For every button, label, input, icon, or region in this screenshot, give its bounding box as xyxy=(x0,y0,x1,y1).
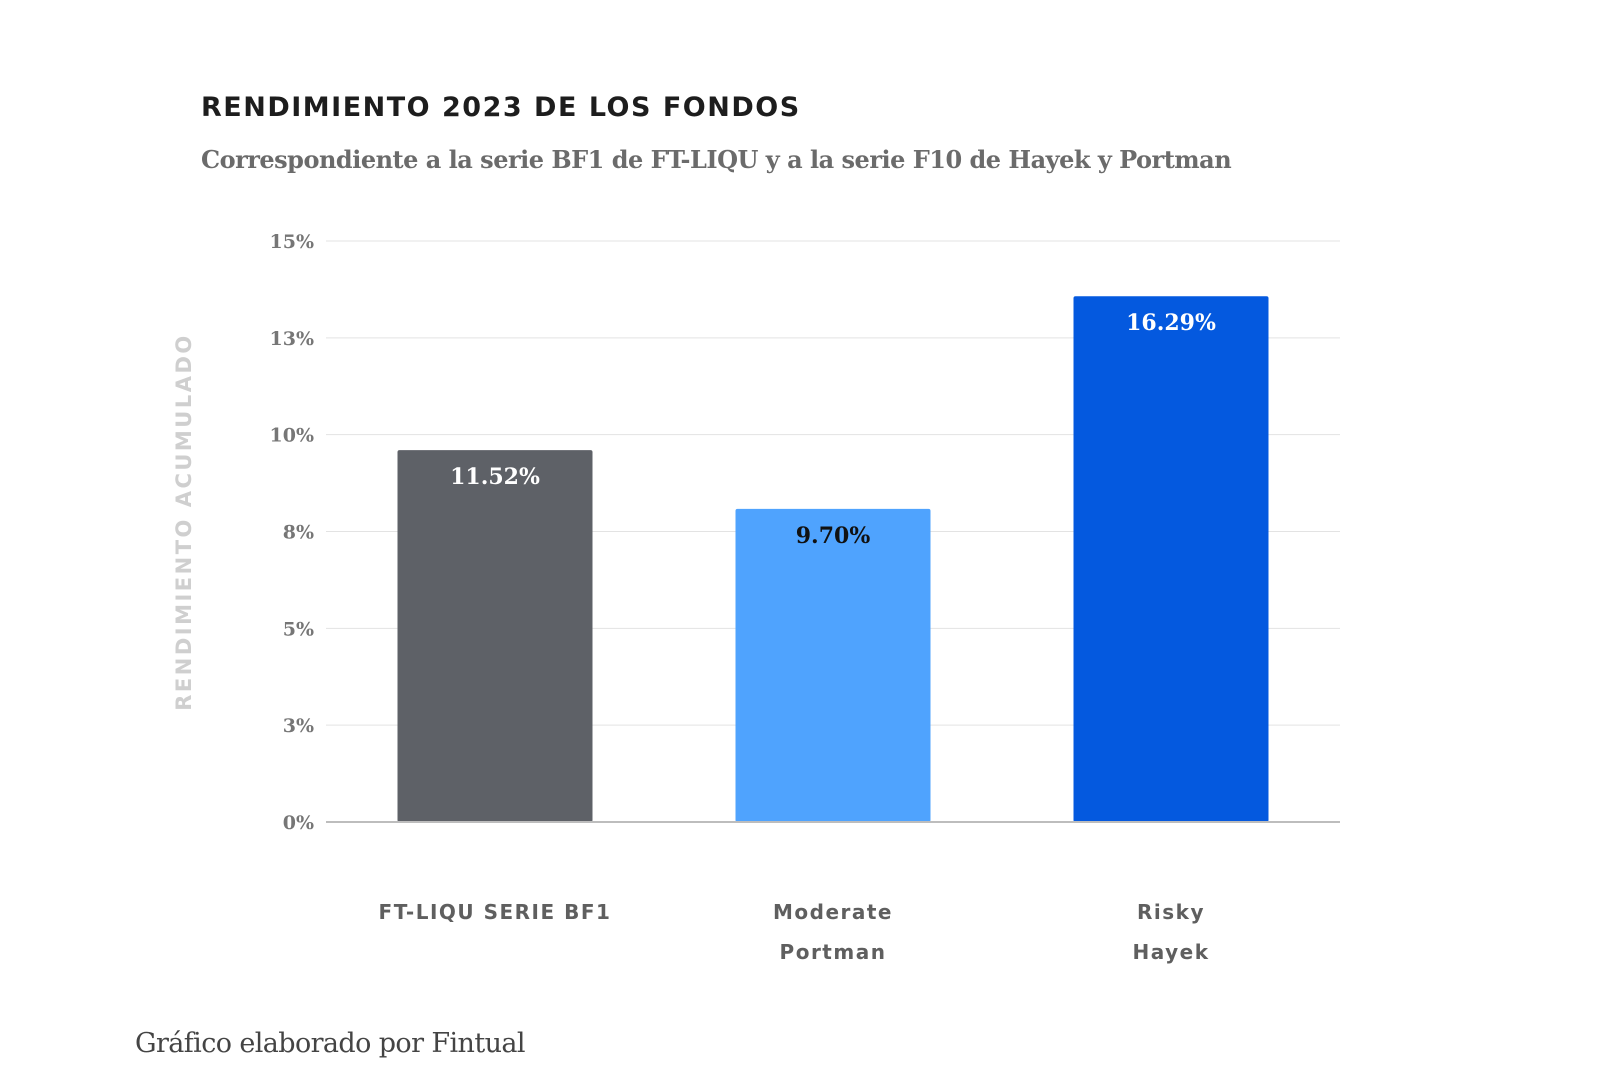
y-tick-label: 15% xyxy=(270,231,315,253)
x-category-label: Moderate xyxy=(773,900,893,924)
chart-title: RENDIMIENTO 2023 DE LOS FONDOS xyxy=(201,92,801,123)
x-category-label: Portman xyxy=(780,940,887,964)
bars: 11.52% 9.70% 16.29% xyxy=(397,296,1269,822)
bar xyxy=(1073,296,1269,822)
y-tick-label: 0% xyxy=(283,812,314,834)
y-tick-label: 8% xyxy=(283,522,314,544)
chart-footer: Gráfico elaborado por Fintual xyxy=(135,1028,526,1059)
axes: 0% 3% 5% 8% 10% 13% 15% FT-LIQU SERIE BF1 Modera… xyxy=(270,231,1340,964)
bar xyxy=(735,508,931,822)
y-tick-label: 3% xyxy=(283,715,314,737)
x-category-label: FT-LIQU SERIE BF1 xyxy=(379,900,612,924)
chart-subtitle: Correspondiente a la serie BF1 de FT-LIQ… xyxy=(201,145,1232,174)
y-tick-label: 5% xyxy=(283,618,314,640)
x-category-label: Hayek xyxy=(1132,940,1209,964)
bar-data-label: 16.29% xyxy=(1126,310,1216,336)
bar-data-label: 11.52% xyxy=(450,464,540,490)
x-category-label: Risky xyxy=(1137,900,1205,924)
bar-data-label: 9.70% xyxy=(796,523,871,549)
y-tick-label: 10% xyxy=(270,425,315,447)
y-axis-label: RENDIMIENTO ACUMULADO xyxy=(172,333,196,711)
y-tick-label: 13% xyxy=(270,328,315,350)
bar xyxy=(397,450,593,822)
